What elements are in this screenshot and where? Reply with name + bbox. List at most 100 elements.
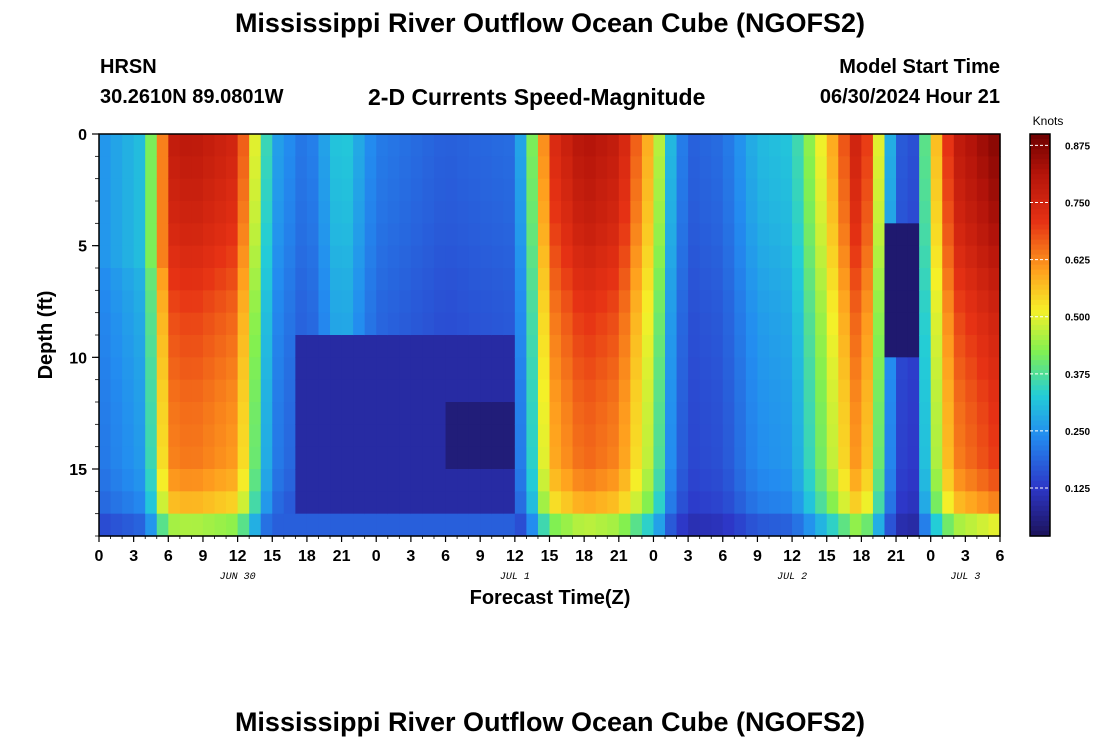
colorbar-swatch xyxy=(1030,350,1050,356)
heatmap-cell xyxy=(214,268,227,291)
heatmap-cell xyxy=(156,469,169,492)
heatmap-cell xyxy=(353,223,366,247)
heatmap-cell xyxy=(341,469,354,492)
heatmap-cell xyxy=(341,245,354,269)
heatmap-cell xyxy=(526,268,539,291)
x-tick-label: 6 xyxy=(718,548,727,565)
heatmap-cell xyxy=(214,513,227,537)
heatmap-cell xyxy=(433,245,447,269)
heatmap-cell xyxy=(491,268,504,291)
colorbar-swatch xyxy=(1030,450,1050,457)
heatmap-cell xyxy=(907,335,920,358)
heatmap-cell xyxy=(711,268,724,291)
heatmap-cell xyxy=(780,134,793,157)
heatmap-cell xyxy=(110,245,123,269)
heatmap-cell xyxy=(318,379,331,403)
heatmap-cell xyxy=(607,379,620,403)
colorbar-unit-label: Knots xyxy=(1033,114,1064,128)
heatmap-cell xyxy=(122,402,135,425)
heatmap-cell xyxy=(942,245,955,269)
heatmap-cell xyxy=(930,513,943,537)
colorbar-tick-label: 0.625 xyxy=(1065,256,1090,267)
heatmap-cell xyxy=(584,379,597,403)
heatmap-cell xyxy=(399,178,412,202)
heatmap-cell xyxy=(872,513,886,537)
heatmap-cell xyxy=(699,223,712,247)
heatmap-cell xyxy=(907,290,920,314)
heatmap-cell xyxy=(514,134,527,157)
heatmap-cell xyxy=(988,446,1001,470)
heatmap-cell xyxy=(792,223,805,247)
heatmap-cell xyxy=(422,379,435,403)
date-label: JUL 2 xyxy=(777,572,807,583)
heatmap-cell xyxy=(653,223,666,247)
station-coordinates: 30.2610N 89.0801W xyxy=(100,86,284,108)
heatmap-cell xyxy=(665,357,678,381)
heatmap-cell xyxy=(872,335,886,358)
heatmap-cell xyxy=(607,178,620,202)
heatmap-cell xyxy=(861,491,874,515)
heatmap-cell xyxy=(145,513,158,537)
heatmap-cell xyxy=(734,134,747,157)
heatmap-cell xyxy=(942,201,955,224)
heatmap-cell xyxy=(942,156,955,180)
heatmap-cell xyxy=(618,201,631,224)
heatmap-cell xyxy=(468,178,481,202)
heatmap-cell xyxy=(641,335,655,358)
heatmap-cell xyxy=(133,156,146,180)
heatmap-cell xyxy=(156,134,169,157)
heatmap-cell xyxy=(376,156,389,180)
heatmap-cell xyxy=(676,357,689,381)
heatmap-cell xyxy=(445,178,458,202)
heatmap-cell xyxy=(792,178,805,202)
heatmap-cell xyxy=(745,491,759,515)
heatmap-cell xyxy=(930,379,943,403)
heatmap-cell xyxy=(630,178,643,202)
heatmap-cell xyxy=(965,379,978,403)
heatmap-cell xyxy=(907,134,920,157)
heatmap-cell xyxy=(410,335,424,358)
heatmap-cell xyxy=(156,446,169,470)
heatmap-cell xyxy=(572,335,585,358)
heatmap-cell xyxy=(792,513,805,537)
heatmap-cell xyxy=(630,268,643,291)
heatmap-cell xyxy=(549,424,562,448)
heatmap-cell xyxy=(526,335,539,358)
heatmap-cell xyxy=(792,424,805,448)
heatmap-cell xyxy=(226,201,239,224)
heatmap-cell xyxy=(514,379,527,403)
heatmap-cell xyxy=(214,335,227,358)
x-tick-label: 9 xyxy=(476,548,485,565)
heatmap-cell xyxy=(503,245,516,269)
heatmap-cell xyxy=(226,156,239,180)
heatmap-cell xyxy=(122,268,135,291)
heatmap-cell xyxy=(826,156,839,180)
heatmap-cell xyxy=(561,469,574,492)
heatmap-cell xyxy=(237,290,250,314)
heatmap-cell xyxy=(907,312,920,336)
heatmap-cell xyxy=(849,491,862,515)
heatmap-cell xyxy=(584,290,597,314)
heatmap-cell xyxy=(965,312,978,336)
heatmap-cell xyxy=(976,312,990,336)
heatmap-cell xyxy=(122,446,135,470)
heatmap-cell xyxy=(757,513,770,537)
heatmap-cell xyxy=(780,446,793,470)
heatmap-cell xyxy=(226,245,239,269)
heatmap-cell xyxy=(480,312,493,336)
heatmap-cell xyxy=(849,178,862,202)
heatmap-cell xyxy=(295,357,308,381)
heatmap-cell xyxy=(179,446,193,470)
heatmap-cell xyxy=(942,134,955,157)
date-label: JUN 30 xyxy=(220,572,256,583)
heatmap-cell xyxy=(249,312,262,336)
heatmap-cell xyxy=(861,178,874,202)
heatmap-cell xyxy=(919,446,932,470)
heatmap-cell xyxy=(930,245,943,269)
heatmap-cell xyxy=(595,312,608,336)
heatmap-cell xyxy=(468,424,481,448)
heatmap-cell xyxy=(976,134,990,157)
heatmap-cell xyxy=(457,268,470,291)
heatmap-cell xyxy=(722,402,735,425)
heatmap-cell xyxy=(549,469,562,492)
